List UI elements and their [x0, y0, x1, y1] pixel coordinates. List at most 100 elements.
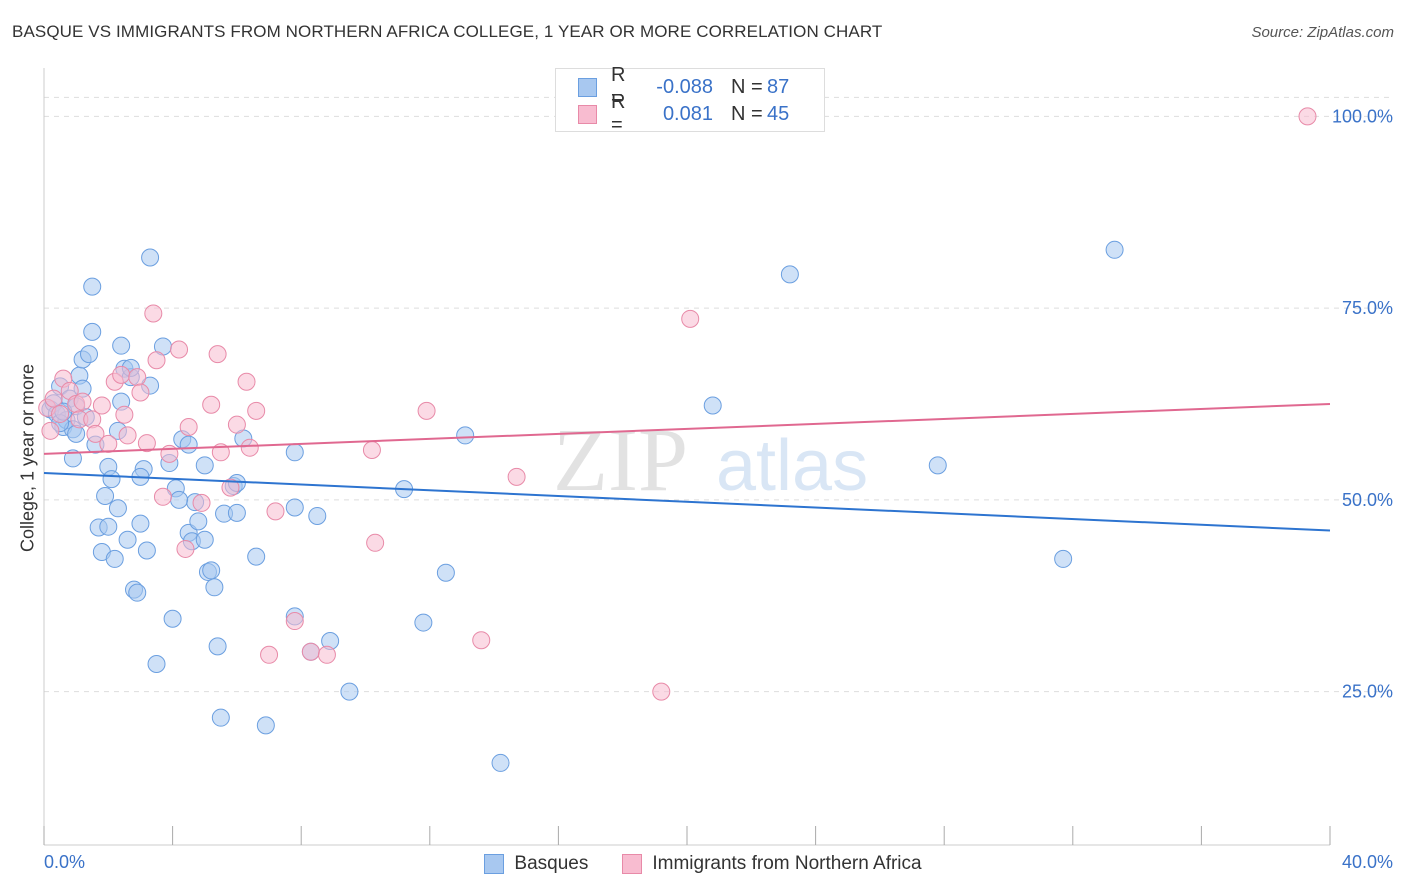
immigrants-point — [317, 645, 336, 664]
x-tick-max: 40.0% — [1341, 852, 1393, 872]
y-axis-label: College, 1 year or more — [17, 363, 38, 553]
basques-point — [208, 637, 227, 656]
basques-point — [247, 547, 266, 566]
legend-n-value: 87 — [767, 75, 790, 98]
watermark: ZIP atlas — [553, 411, 868, 510]
immigrants-point — [73, 392, 92, 411]
immigrants-point — [260, 645, 279, 664]
source-label: Source: ZipAtlas.com — [1251, 24, 1394, 41]
grid-lines — [44, 96, 1392, 693]
immigrants-point — [366, 533, 385, 552]
basques-point — [256, 716, 275, 735]
basques-point — [285, 443, 304, 462]
basques-point — [131, 514, 150, 533]
legend-row-basques: R = -0.088 N = 87 — [578, 64, 790, 109]
immigrants-point — [112, 365, 131, 384]
basques-point — [189, 512, 208, 531]
legend-item-basques[interactable]: Basques — [484, 853, 588, 875]
immigrants-point — [147, 351, 166, 370]
legend-r-value: 0.081 — [662, 102, 713, 125]
basques-point — [179, 435, 198, 454]
immigrants-point — [202, 395, 221, 414]
legend-swatch-immigrants — [622, 854, 643, 874]
immigrants-point — [128, 368, 147, 387]
basques-point — [211, 708, 230, 727]
basques-point — [83, 322, 102, 341]
basques-point — [928, 456, 947, 475]
immigrants-point — [92, 396, 111, 415]
basques-point — [112, 336, 131, 355]
basques-point — [105, 549, 124, 568]
basques-point — [1054, 549, 1073, 568]
series-legend: Basques Immigrants from Northern Africa — [0, 853, 1406, 875]
basques-point — [118, 530, 137, 549]
immigrants-point — [507, 467, 526, 486]
basques-point — [703, 396, 722, 415]
basques-point — [163, 609, 182, 628]
basques-point — [436, 563, 455, 582]
legend-r-label: R = — [611, 91, 626, 136]
basques-point — [128, 583, 147, 602]
legend-swatch-basques — [484, 854, 505, 874]
immigrants-point — [51, 404, 70, 423]
y-tick-labels: 25.0% 50.0% 75.0% 100.0% — [1332, 106, 1393, 701]
immigrants-point — [137, 434, 156, 453]
basques-point — [205, 578, 224, 597]
immigrants-point — [115, 405, 134, 424]
basques-point — [99, 517, 118, 536]
immigrants-point — [99, 434, 118, 453]
basques-point — [308, 506, 327, 525]
legend-item-immigrants[interactable]: Immigrants from Northern Africa — [622, 853, 922, 875]
legend-r-label: R = — [611, 64, 626, 109]
basques-point — [141, 248, 160, 267]
legend-row-immigrants: R = 0.081 N = 45 — [578, 91, 789, 136]
legend-label-immigrants: Immigrants from Northern Africa — [652, 853, 922, 874]
immigrants-point — [301, 642, 320, 661]
correlation-legend: R = -0.088 N = 87 R = 0.081 N = 45 — [555, 64, 825, 136]
basques-point — [83, 277, 102, 296]
immigrants-point — [247, 401, 266, 420]
basques-point — [195, 456, 214, 475]
immigrants-point — [170, 340, 189, 359]
basques-point — [340, 682, 359, 701]
immigrants-point — [131, 383, 150, 402]
immigrants-point — [472, 631, 491, 650]
immigrants-point — [1298, 107, 1317, 126]
y-tick-label-100: 100.0% — [1332, 106, 1393, 126]
basques-trend-line — [43, 472, 1331, 532]
basques-point — [108, 499, 127, 518]
legend-r-value: -0.088 — [656, 75, 713, 98]
basques-point — [137, 541, 156, 560]
immigrants-points — [38, 107, 1317, 701]
immigrants-point — [153, 487, 172, 506]
basques-point — [147, 654, 166, 673]
basques-point — [195, 530, 214, 549]
immigrants-trend-line — [43, 402, 1331, 455]
legend-n-label: N = — [731, 102, 763, 125]
basques-point — [780, 265, 799, 284]
basques-point — [102, 470, 121, 489]
basques-point — [96, 487, 115, 506]
immigrants-point — [118, 426, 137, 445]
immigrants-point — [176, 539, 195, 558]
immigrants-point — [237, 372, 256, 391]
immigrants-point — [86, 424, 105, 443]
immigrants-point — [41, 421, 60, 440]
trend-lines — [43, 402, 1331, 532]
immigrants-point — [240, 438, 259, 457]
y-tick-label-50: 50.0% — [1342, 490, 1393, 510]
axes — [43, 68, 1331, 846]
y-tick-label-75: 75.0% — [1342, 298, 1393, 318]
immigrants-point — [266, 502, 285, 521]
immigrants-point — [221, 478, 240, 497]
basques-point — [414, 613, 433, 632]
basques-point — [63, 449, 82, 468]
watermark-atlas: atlas — [716, 426, 868, 506]
immigrants-point — [192, 493, 211, 512]
chart-title: BASQUE VS IMMIGRANTS FROM NORTHERN AFRIC… — [12, 22, 883, 41]
immigrants-point — [681, 309, 700, 328]
legend-n-label: N = — [731, 75, 763, 98]
legend-swatch-basques — [578, 77, 597, 97]
basques-point — [170, 490, 189, 509]
